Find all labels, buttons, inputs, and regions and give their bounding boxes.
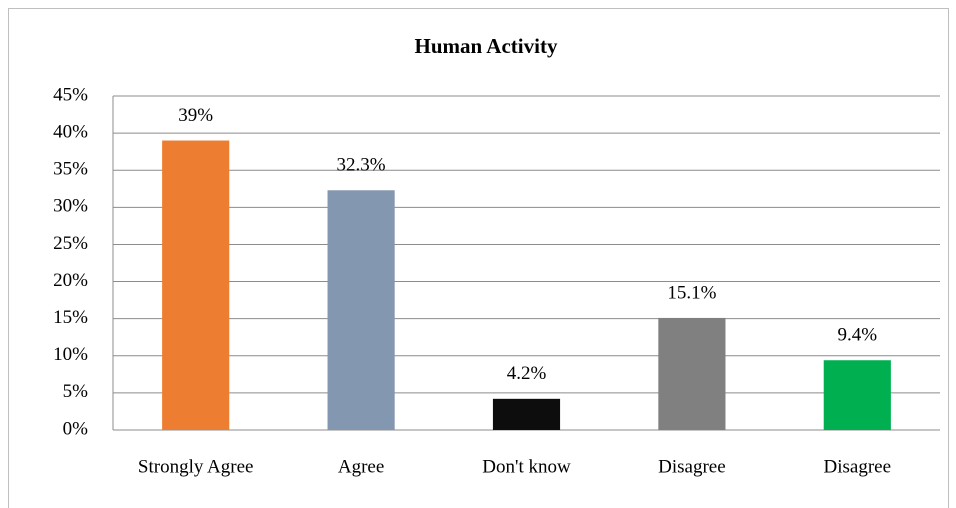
y-tick-label: 30% xyxy=(53,196,88,217)
y-tick-label: 5% xyxy=(63,381,89,402)
y-tick-label: 45% xyxy=(53,84,88,105)
x-tick-label: Disagree xyxy=(658,456,726,477)
y-tick-label: 15% xyxy=(53,307,88,328)
bar xyxy=(492,398,561,430)
bar xyxy=(162,140,230,431)
data-label: 39% xyxy=(178,105,213,126)
bar xyxy=(823,360,891,430)
y-tick-label: 25% xyxy=(53,233,88,254)
data-label: 15.1% xyxy=(667,282,716,303)
y-tick-label: 10% xyxy=(53,344,88,365)
x-tick-label: Agree xyxy=(338,456,384,477)
chart-frame xyxy=(8,8,949,508)
chart-title: Human Activity xyxy=(415,34,558,58)
y-tick-label: 35% xyxy=(53,159,88,180)
data-label: 9.4% xyxy=(838,325,878,346)
x-tick-label: Disagree xyxy=(824,456,892,477)
data-label: 32.3% xyxy=(337,155,386,176)
bar xyxy=(327,190,395,430)
y-tick-label: 40% xyxy=(53,121,88,142)
data-label: 4.2% xyxy=(507,363,547,384)
x-tick-label: Don't know xyxy=(482,456,571,477)
y-tick-label: 0% xyxy=(63,418,89,439)
x-tick-label: Strongly Agree xyxy=(138,456,254,477)
bar xyxy=(658,317,726,430)
y-tick-label: 20% xyxy=(53,270,88,291)
